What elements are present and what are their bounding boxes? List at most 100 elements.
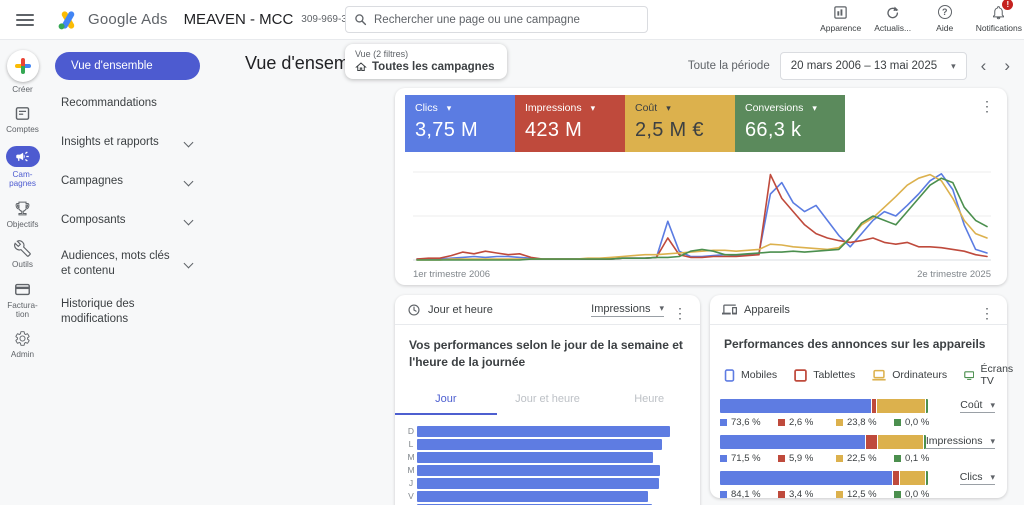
rail-item-creer[interactable]: Créer — [3, 50, 43, 94]
device-stacked-bar[interactable] — [720, 435, 926, 449]
day-metric-dropdown[interactable]: Impressions ▾ — [591, 303, 664, 317]
x-axis-end-label: 2e trimestre 2025 — [917, 269, 991, 280]
rail-item-outils[interactable]: Outils — [3, 240, 43, 269]
devices-card-menu-icon[interactable]: ⋮ — [977, 303, 997, 323]
tab-jour-et-heure[interactable]: Jour et heure — [497, 386, 599, 415]
nav-item-composants[interactable]: Composants — [45, 201, 210, 240]
rail-label-outils: Outils — [3, 260, 43, 269]
help-button[interactable]: ? Aide — [924, 3, 966, 33]
refresh-button[interactable]: Actualis... — [872, 3, 914, 33]
day-bar[interactable] — [417, 452, 653, 463]
rail-item-facturation[interactable]: Factura­tion — [3, 281, 43, 320]
menu-icon[interactable] — [16, 14, 34, 26]
segment-ordinateurs — [899, 471, 925, 485]
rail-item-admin[interactable]: Admin — [3, 330, 43, 359]
next-period-button[interactable]: › — [1000, 56, 1014, 76]
devices-subtitle: Performances des annonces sur les appare… — [710, 325, 1007, 353]
scorecard-caret-icon[interactable]: ▾ — [666, 103, 671, 114]
scorecard-impressions[interactable]: Impressions▾ 423 M — [515, 95, 625, 152]
nav-item-vue-densemble[interactable]: Vue d'ensemble — [55, 52, 200, 80]
device-metric-caret-icon: ▾ — [990, 472, 995, 483]
scorecard-caret-icon[interactable]: ▾ — [812, 103, 817, 114]
device-value-label: 0,0 % — [894, 489, 952, 500]
day-card-menu-icon[interactable]: ⋮ — [670, 303, 690, 323]
nav-label: Historique des modifications — [61, 297, 179, 327]
search-input[interactable] — [374, 14, 639, 26]
previous-period-button[interactable]: ‹ — [977, 56, 991, 76]
day-bar[interactable] — [417, 465, 660, 476]
accounts-icon — [14, 105, 31, 122]
rail-item-campagnes[interactable]: Cam­pagnes — [3, 146, 43, 189]
day-card-description: Vos performances selon le jour de la sem… — [395, 325, 700, 376]
segment-écrans tv — [925, 399, 928, 413]
nav-item-historique[interactable]: Historique des modifications — [45, 288, 210, 336]
day-bar[interactable] — [417, 439, 662, 450]
day-bar[interactable] — [417, 478, 659, 489]
nav-item-recommandations[interactable]: Recommandations — [45, 84, 210, 123]
device-metric-dropdown-impressions[interactable]: Impressions▾ — [926, 435, 995, 449]
tools-icon — [14, 240, 31, 257]
nav-label: Audiences, mots clés et contenu — [61, 249, 179, 279]
rail-label-creer: Créer — [3, 85, 43, 94]
view-filter-chip[interactable]: Vue (2 filtres) Toutes les campagnes — [345, 44, 507, 79]
tab-jour[interactable]: Jour — [395, 386, 497, 415]
scorecard-cout[interactable]: Coût▾ 2,5 M € — [625, 95, 735, 152]
device-stacked-bar[interactable] — [720, 399, 928, 413]
tab-heure[interactable]: Heure — [598, 386, 700, 415]
device-metric-label: Clics — [960, 471, 983, 483]
legend-mobiles: Mobiles — [724, 363, 777, 387]
billing-icon — [14, 281, 31, 298]
device-group-coût: Coût▾73,6 %2,6 %23,8 %0,0 % — [720, 399, 997, 428]
date-range-picker[interactable]: 20 mars 2006 – 13 mai 2025 ▾ — [780, 52, 967, 80]
nav-item-campagnes[interactable]: Campagnes — [45, 162, 210, 201]
scorecard-caret-icon[interactable]: ▾ — [591, 103, 596, 114]
google-ads-logo: Google Ads — [56, 8, 168, 32]
create-plus-icon[interactable] — [7, 50, 39, 82]
nav-item-audiences[interactable]: Audiences, mots clés et contenu — [45, 240, 210, 288]
nav-label: Insights et rapports — [61, 135, 159, 150]
search-box[interactable] — [345, 6, 648, 33]
device-metric-caret-icon: ▾ — [990, 436, 995, 447]
day-card-title: Jour et heure — [428, 304, 493, 316]
scorecard-caret-icon[interactable]: ▾ — [447, 103, 452, 114]
segment-écrans tv — [925, 471, 928, 485]
segment-mobiles — [720, 399, 871, 413]
line-series-impressions — [417, 175, 987, 260]
rail-label-admin: Admin — [3, 350, 43, 359]
top-actions: Apparence Actualis... ? Aide ! Notificat… — [820, 3, 1022, 33]
legend-swatch — [720, 491, 727, 498]
rail-label-campagnes: Cam­pagnes — [3, 170, 43, 189]
nav-item-insights-et-rapports[interactable]: Insights et rapports — [45, 123, 210, 162]
clock-icon — [407, 303, 421, 317]
segment-ordinateurs — [876, 399, 925, 413]
overview-card-menu-icon[interactable]: ⋮ — [977, 96, 997, 116]
appearance-button[interactable]: Apparence — [820, 3, 862, 33]
device-groups: Coût▾73,6 %2,6 %23,8 %0,0 %Impressions▾7… — [710, 391, 1007, 500]
day-card-tabs: Jour Jour et heure Heure — [395, 386, 700, 415]
period-controls: Toute la période 20 mars 2006 – 13 mai 2… — [688, 52, 1014, 80]
device-value-label: 0,0 % — [894, 417, 952, 428]
date-caret-icon: ▾ — [951, 61, 956, 72]
search-icon — [354, 13, 367, 26]
day-hour-card: Jour et heure Impressions ▾ ⋮ Vos perfor… — [395, 295, 700, 505]
day-bar[interactable] — [417, 491, 648, 502]
scorecard-clics[interactable]: Clics▾ 3,75 M — [405, 95, 515, 152]
day-bar-row: D — [405, 425, 678, 438]
device-stacked-bar[interactable] — [720, 471, 928, 485]
legend-label: Tablettes — [813, 369, 855, 381]
device-metric-dropdown-clics[interactable]: Clics ▾ — [960, 471, 995, 485]
scorecard-conversions[interactable]: Conversions▾ 66,3 k — [735, 95, 845, 152]
day-bar[interactable] — [417, 426, 670, 437]
rail-label-facturation: Factura­tion — [3, 301, 43, 320]
day-bar-row: J — [405, 477, 678, 490]
secondary-nav: Vue d'ensemble Recommandations Insights … — [45, 40, 210, 505]
device-value-label: 2,6 % — [778, 417, 836, 428]
goals-icon — [14, 200, 31, 217]
rail-item-comptes[interactable]: Comptes — [3, 105, 43, 134]
account-name[interactable]: MEAVEN - MCC — [184, 11, 294, 28]
notifications-button[interactable]: ! Notifications — [976, 3, 1022, 33]
legend-swatch — [836, 419, 843, 426]
device-metric-dropdown-coût[interactable]: Coût▾ — [960, 399, 995, 413]
rail-item-objectifs[interactable]: Objectifs — [3, 200, 43, 229]
legend-swatch — [720, 455, 727, 462]
